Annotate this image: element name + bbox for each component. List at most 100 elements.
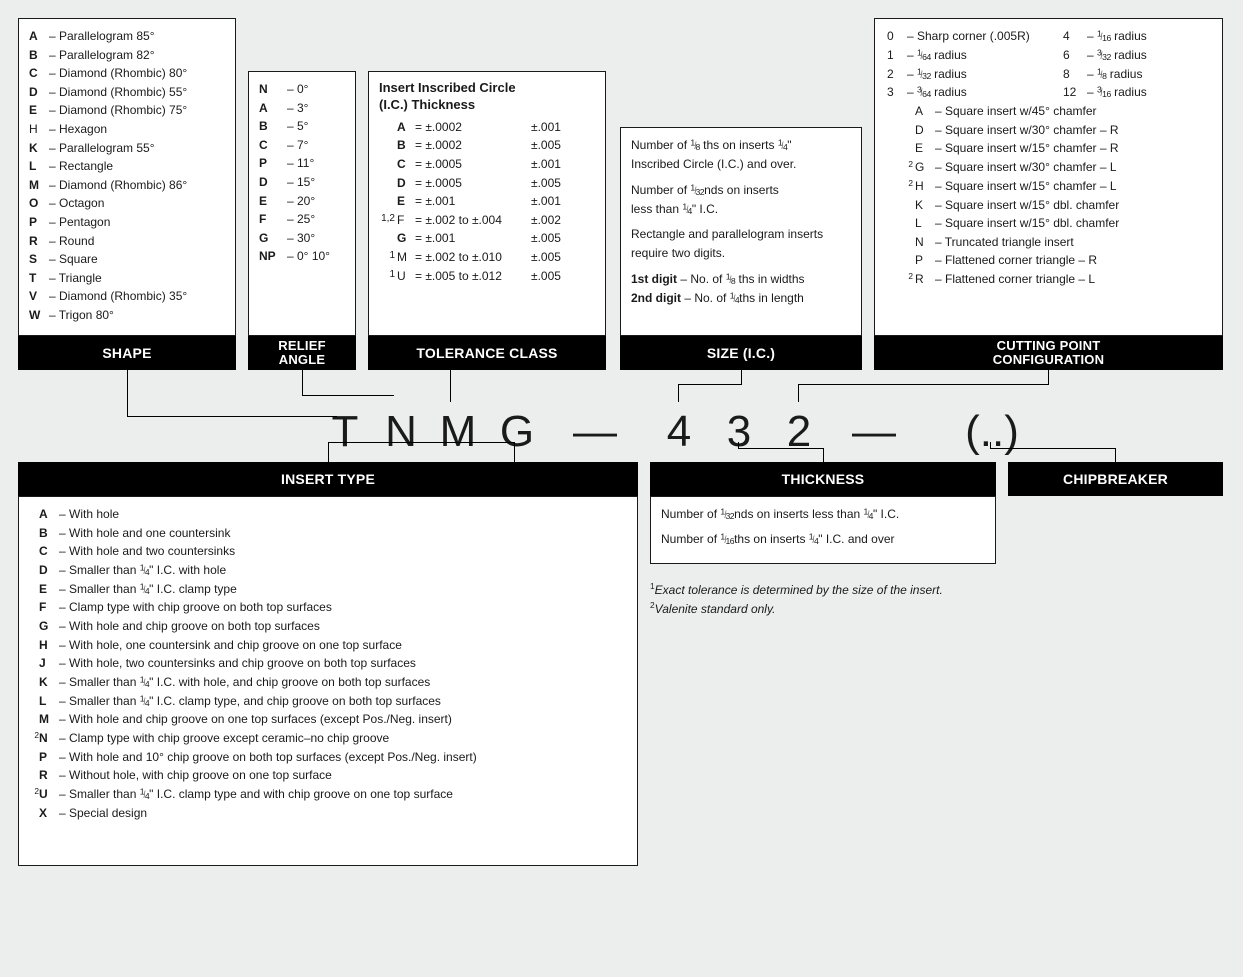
insert-type-row: L– Smaller than 1/4" I.C. clamp type, an… [29,692,627,711]
code-digit: — [573,407,617,457]
code-digit: 3 [724,407,754,457]
footnote-line: 2Valenite standard only. [650,599,943,618]
size-line: 1st digit – No. of 1/8 ths in widths [631,270,851,289]
shape-row: H– Hexagon [29,120,225,139]
code-digit: N [381,407,421,457]
tolerance-box: Insert Inscribed Circle(I.C.) ThicknessA… [368,71,606,336]
tolerance-row: E= ±.001±.001 [379,192,595,211]
cutpt-row: 1– 1/64 radius6– 3/32 radius [885,46,1212,65]
connector [823,448,824,462]
cutpt-row: A– Square insert w/45° chamfer [885,102,1212,121]
cutpt-row: 0– Sharp corner (.005R)4– 1/16 radius [885,27,1212,46]
insert-type-header: INSERT TYPE [18,462,638,496]
shape-header: SHAPE [18,336,236,370]
code-digit: G [496,407,538,457]
connector [798,384,799,402]
thickness-line: Number of 1/32nds on inserts less than 1… [661,505,985,524]
code-digit: 2 [784,407,814,457]
relief-row: A– 3° [259,99,345,118]
shape-row: D– Diamond (Rhombic) 55° [29,83,225,102]
insert-type-row: 2N– Clamp type with chip groove except c… [29,729,627,748]
shape-row: R– Round [29,232,225,251]
shape-row: T– Triangle [29,269,225,288]
relief-row: B– 5° [259,117,345,136]
connector [328,442,515,443]
connector [328,442,329,462]
size-line: Number of 1/8 ths on inserts 1/4" [631,136,851,155]
shape-row: V– Diamond (Rhombic) 35° [29,287,225,306]
shape-row: C– Diamond (Rhombic) 80° [29,64,225,83]
insert-type-row: M– With hole and chip groove on one top … [29,710,627,729]
tolerance-row: G= ±.001±.005 [379,229,595,248]
shape-row: M– Diamond (Rhombic) 86° [29,176,225,195]
relief-row: P– 11° [259,154,345,173]
insert-type-row: F– Clamp type with chip groove on both t… [29,598,627,617]
code-digit: 4 [664,407,694,457]
tolerance-row: 1U= ±.005 to ±.012±.005 [379,267,595,286]
diagram-root: { "colors": { "bg":"#eceded", "panel":"#… [18,18,1225,959]
thickness-box: Number of 1/32nds on inserts less than 1… [650,496,996,564]
shape-row: E– Diamond (Rhombic) 75° [29,101,225,120]
relief-box: N– 0°A– 3°B– 5°C– 7°P– 11°D– 15°E– 20°F–… [248,71,356,336]
insert-type-row: H– With hole, one countersink and chip g… [29,636,627,655]
insert-type-row: C– With hole and two countersinks [29,542,627,561]
relief-row: N– 0° [259,80,345,99]
shape-row: S– Square [29,250,225,269]
cutpt-row: 2R– Flattened corner triangle – L [885,270,1212,289]
insert-type-row: X– Special design [29,804,627,823]
shape-row: W– Trigon 80° [29,306,225,325]
tolerance-row: C= ±.0005±.001 [379,155,595,174]
insert-type-row: 2U– Smaller than 1/4" I.C. clamp type an… [29,785,627,804]
tolerance-row: B= ±.0002±.005 [379,136,595,155]
connector [1048,370,1049,384]
size-box: Number of 1/8 ths on inserts 1/4"Inscrib… [620,127,862,336]
insert-type-row: D– Smaller than 1/4" I.C. with hole [29,561,627,580]
connector [990,448,1116,449]
connector [450,370,451,402]
relief-row: F– 25° [259,210,345,229]
tolerance-row: D= ±.0005±.005 [379,174,595,193]
connector [678,384,679,402]
cutting-point-header: CUTTING POINTCONFIGURATION [874,336,1223,370]
connector [1115,448,1116,462]
insert-type-row: K– Smaller than 1/4" I.C. with hole, and… [29,673,627,692]
insert-type-row: E– Smaller than 1/4" I.C. clamp type [29,580,627,599]
relief-row: NP– 0° 10° [259,247,345,266]
connector [678,384,742,385]
shape-row: O– Octagon [29,194,225,213]
chipbreaker-header: CHIPBREAKER [1008,462,1223,496]
code-digit: M [436,407,480,457]
relief-row: G– 30° [259,229,345,248]
size-line: 2nd digit – No. of 1/4ths in length [631,289,851,308]
size-line: Rectangle and parallelogram inserts requ… [631,225,851,263]
cutpt-row: 2– 1/32 radius8– 1/8 radius [885,65,1212,84]
size-line: Inscribed Circle (I.C.) and over. [631,155,851,174]
size-header: SIZE (I.C.) [620,336,862,370]
size-line: less than 1/4" I.C. [631,200,851,219]
connector [514,442,515,462]
insert-type-row: A– With hole [29,505,627,524]
footnote-line: 1Exact tolerance is determined by the si… [650,580,943,599]
cutpt-row: N– Truncated triangle insert [885,233,1212,252]
cutpt-row: 3– 3/64 radius12– 3/16 radius [885,83,1212,102]
cutting-point-box: 0– Sharp corner (.005R)4– 1/16 radius1– … [874,18,1223,336]
cutpt-row: E– Square insert w/15° chamfer – R [885,139,1212,158]
cutpt-row: L– Square insert w/15° dbl. chamfer [885,214,1212,233]
insert-type-row: B– With hole and one countersink [29,524,627,543]
insert-type-row: J– With hole, two countersinks and chip … [29,654,627,673]
connector [302,370,303,395]
tolerance-row: 1M= ±.002 to ±.010±.005 [379,248,595,267]
thickness-line: Number of 1/16ths on inserts 1/4" I.C. a… [661,530,985,549]
shape-row: K– Parallelogram 55° [29,139,225,158]
shape-row: A– Parallelogram 85° [29,27,225,46]
insert-type-row: G– With hole and chip groove on both top… [29,617,627,636]
connector [127,416,337,417]
tolerance-header: TOLERANCE CLASS [368,336,606,370]
shape-row: L– Rectangle [29,157,225,176]
shape-row: B– Parallelogram 82° [29,46,225,65]
cutpt-row: 2G– Square insert w/30° chamfer – L [885,158,1212,177]
cutpt-row: D– Square insert w/30° chamfer – R [885,121,1212,140]
shape-box: A– Parallelogram 85°B– Parallelogram 82°… [18,18,236,336]
relief-row: E– 20° [259,192,345,211]
code-digit: (..) [952,407,1032,457]
